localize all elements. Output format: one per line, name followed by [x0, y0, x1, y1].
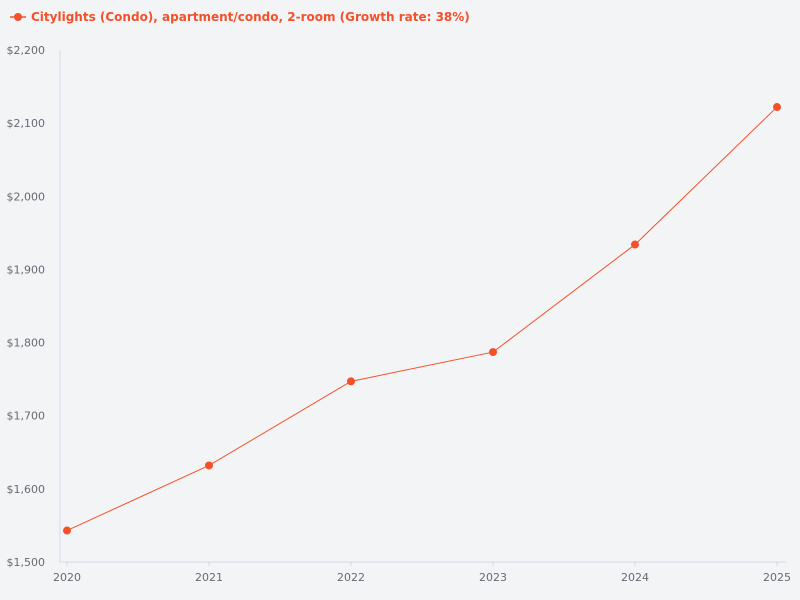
series-line — [66, 106, 778, 532]
series-layer — [63, 103, 781, 535]
y-tick-label: $1,500 — [7, 556, 46, 569]
y-tick-label: $2,000 — [7, 190, 46, 203]
data-point[interactable] — [489, 348, 497, 357]
data-point[interactable] — [63, 526, 71, 535]
data-point[interactable] — [347, 377, 355, 386]
axes — [59, 50, 786, 563]
legend-dot-marker — [14, 13, 22, 21]
x-tick-label: 2021 — [195, 571, 223, 584]
y-tick-label: $1,900 — [7, 263, 46, 276]
legend-label: Citylights (Condo), apartment/condo, 2-r… — [31, 10, 470, 24]
data-point[interactable] — [631, 240, 639, 249]
x-tick-label: 2025 — [763, 571, 791, 584]
y-axis-ticks: $1,500 $1,600 $1,700 $1,800 $1,900 $2,000 $2,1… — [7, 44, 46, 569]
y-tick-label: $1,800 — [7, 337, 46, 350]
x-tick-label: 2024 — [621, 571, 649, 584]
legend[interactable]: Citylights (Condo), apartment/condo, 2-r… — [10, 10, 470, 24]
x-tick-label: 2023 — [479, 571, 507, 584]
x-tick-label: 2020 — [53, 571, 81, 584]
y-tick-label: $1,700 — [7, 410, 46, 423]
y-tick-label: $2,100 — [7, 117, 46, 130]
y-tick-label: $1,600 — [7, 483, 46, 496]
data-point[interactable] — [773, 103, 781, 112]
data-point[interactable] — [205, 461, 213, 470]
x-axis-ticks: 2020 2021 2022 2023 2024 2025 — [53, 562, 791, 584]
x-tick-label: 2022 — [337, 571, 365, 584]
y-tick-label: $2,200 — [7, 44, 46, 57]
